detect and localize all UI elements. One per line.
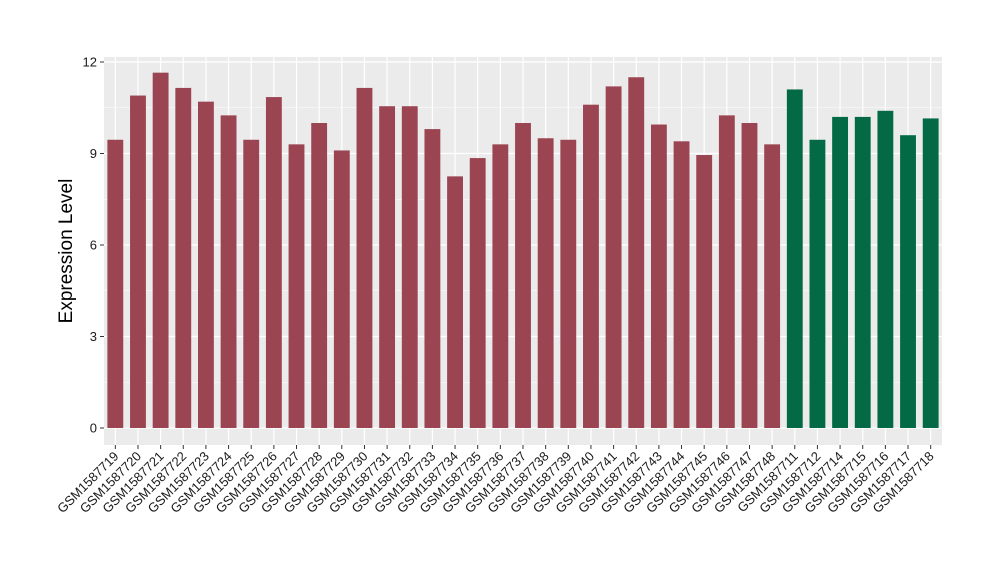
- bar-GSM1587726: [265, 97, 282, 428]
- bar-GSM1587737: [515, 123, 531, 428]
- bar-GSM1587739: [560, 139, 577, 428]
- bar-GSM1587738: [537, 138, 554, 428]
- bar-GSM1587742: [628, 77, 645, 428]
- bar-GSM1587715: [854, 116, 871, 429]
- y-axis-title: Expression Level: [56, 179, 77, 324]
- bar-GSM1587748: [764, 144, 781, 428]
- y-tick-label: 12: [83, 55, 97, 70]
- bar-GSM1587724: [220, 115, 237, 428]
- bar-GSM1587720: [130, 95, 146, 429]
- x-axis: GSM1587719GSM1587720GSM1587721GSM1587722…: [54, 445, 937, 516]
- y-tick-label: 0: [90, 421, 97, 436]
- bar-GSM1587714: [832, 116, 849, 429]
- bar-GSM1587746: [718, 115, 735, 428]
- bar-GSM1587740: [583, 104, 599, 428]
- bar-GSM1587730: [356, 87, 373, 429]
- bar-GSM1587716: [877, 110, 894, 429]
- bar-GSM1587733: [424, 129, 441, 428]
- bar-GSM1587728: [311, 123, 328, 428]
- bar-GSM1587734: [447, 176, 463, 428]
- y-tick-label: 9: [90, 146, 97, 161]
- bar-GSM1587747: [741, 123, 758, 428]
- bars-group: [107, 72, 939, 429]
- bar-GSM1587729: [333, 150, 350, 428]
- bar-GSM1587719: [107, 139, 124, 428]
- bar-GSM1587711: [786, 89, 803, 428]
- bar-GSM1587732: [401, 106, 418, 428]
- bar-GSM1587741: [605, 86, 622, 429]
- y-axis: 0 3 6 9 12: [83, 55, 104, 436]
- y-tick-label: 6: [90, 238, 97, 253]
- bar-GSM1587744: [673, 141, 690, 429]
- bar-GSM1587717: [900, 135, 916, 428]
- bar-GSM1587745: [696, 155, 713, 428]
- bar-GSM1587731: [379, 106, 396, 428]
- bar-GSM1587736: [492, 144, 509, 428]
- bar-GSM1587718: [922, 118, 939, 429]
- bar-GSM1587723: [197, 101, 214, 429]
- bar-GSM1587712: [809, 139, 826, 428]
- bar-GSM1587722: [175, 87, 192, 429]
- bar-GSM1587743: [650, 124, 667, 429]
- y-tick-label: 3: [90, 329, 97, 344]
- bar-GSM1587725: [243, 139, 260, 428]
- bar-GSM1587735: [469, 158, 486, 428]
- bar-GSM1587727: [288, 144, 305, 428]
- bar-GSM1587721: [152, 72, 169, 429]
